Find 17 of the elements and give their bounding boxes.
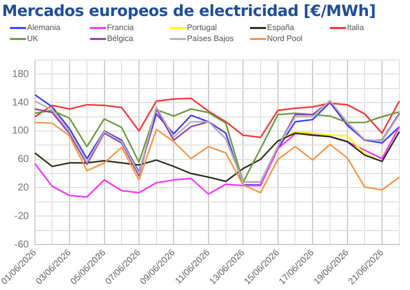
- y-tick-label: 20: [18, 182, 30, 194]
- legend-label: Bélgica: [107, 34, 134, 43]
- y-tick-label: 180: [12, 68, 30, 80]
- legend-label: Francia: [107, 23, 134, 32]
- y-tick-label: 140: [12, 97, 30, 108]
- legend-label: Países Bajos: [187, 34, 234, 43]
- y-tick-label: -60: [14, 239, 30, 250]
- legend-label: Portugal: [187, 23, 217, 32]
- legend-label: Alemania: [27, 23, 60, 32]
- y-tick-label: 100: [12, 126, 30, 137]
- legend-label: Italia: [347, 23, 364, 32]
- legend-label: España: [267, 23, 294, 32]
- legend-label: UK: [27, 34, 38, 43]
- legend-label: Nord Pool: [267, 34, 303, 43]
- y-tick-label: 60: [18, 154, 30, 166]
- chart-title: Mercados europeos de electricidad [€/MWh]: [2, 2, 376, 20]
- y-tick-label: -20: [14, 210, 30, 222]
